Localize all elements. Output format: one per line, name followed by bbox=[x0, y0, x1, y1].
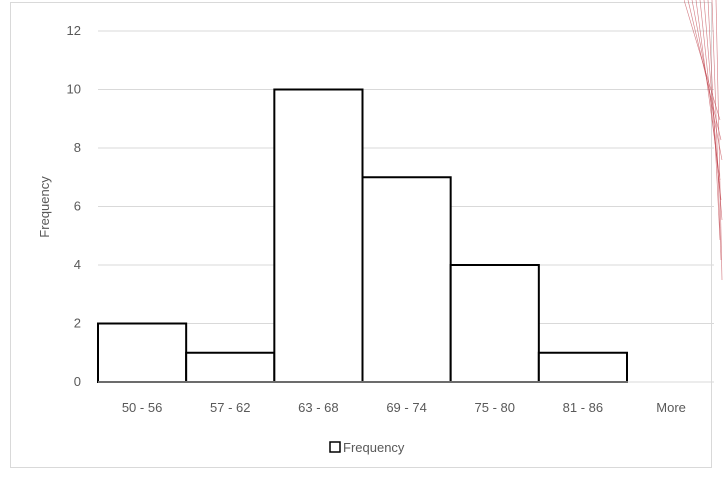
y-tick-label: 8 bbox=[74, 140, 81, 155]
y-tick-label: 4 bbox=[74, 257, 81, 272]
y-axis-label: Frequency bbox=[37, 176, 52, 238]
x-tick-label: 50 - 56 bbox=[122, 400, 162, 415]
y-tick-label: 0 bbox=[74, 374, 81, 389]
x-tick-label: 63 - 68 bbox=[298, 400, 338, 415]
decor-line bbox=[711, 0, 722, 261]
bar bbox=[449, 264, 540, 383]
legend-swatch bbox=[329, 441, 341, 453]
decor-line bbox=[691, 0, 723, 161]
bar bbox=[273, 88, 364, 383]
x-tick-labels: 50 - 56 57 - 62 63 - 68 69 - 74 75 - 80 81 - … bbox=[122, 400, 686, 415]
x-tick-label: 57 - 62 bbox=[210, 400, 250, 415]
y-tick-label: 2 bbox=[74, 316, 81, 331]
x-tick-label: 81 - 86 bbox=[563, 400, 603, 415]
bar bbox=[185, 351, 276, 383]
x-tick-label: 75 - 80 bbox=[475, 400, 515, 415]
decor-line bbox=[707, 0, 721, 241]
x-tick-label: More bbox=[656, 400, 686, 415]
x-tick-label: 69 - 74 bbox=[386, 400, 426, 415]
decor-line bbox=[715, 0, 723, 281]
y-tick-labels: 0 2 4 6 8 10 12 bbox=[67, 23, 81, 389]
decor-line bbox=[687, 0, 722, 141]
y-tick-label: 12 bbox=[67, 23, 81, 38]
bar bbox=[361, 176, 452, 383]
decorative-lines bbox=[684, 0, 723, 281]
bars bbox=[97, 88, 628, 383]
bar bbox=[97, 322, 188, 383]
y-tick-label: 6 bbox=[74, 199, 81, 214]
decor-line bbox=[703, 0, 723, 221]
y-tick-label: 10 bbox=[67, 82, 81, 97]
legend: Frequency bbox=[329, 440, 405, 455]
legend-label: Frequency bbox=[343, 440, 405, 455]
bar bbox=[537, 351, 628, 383]
